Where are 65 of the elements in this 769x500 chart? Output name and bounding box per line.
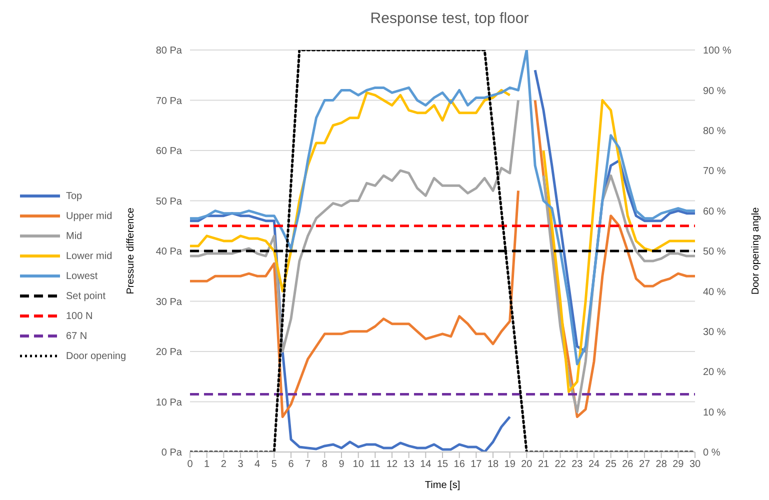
legend-label: Set point [66, 290, 106, 302]
x-tick-label: 25 [605, 459, 617, 470]
x-tick-label: 20 [521, 459, 533, 470]
x-tick-label: 1 [204, 459, 210, 470]
x-tick-label: 29 [672, 459, 684, 470]
chart-title: Response test, top floor [369, 10, 530, 27]
x-tick-label: 16 [454, 459, 466, 470]
x-tick-label: 8 [322, 459, 328, 470]
x-tick-label: 22 [554, 459, 566, 470]
y2-tick-label: 0 % [703, 448, 720, 459]
y2-tick-label: 40 % [703, 286, 726, 298]
legend-label: Upper mid [66, 210, 112, 222]
y-tick-label: 10 Pa [156, 397, 182, 408]
x-tick-label: 10 [352, 459, 364, 470]
y2-tick-label: 90 % [703, 86, 726, 97]
x-tick-label: 23 [572, 459, 584, 470]
line-series [190, 50, 695, 366]
x-tick-label: 11 [370, 459, 381, 470]
x-tick-label: 3 [238, 459, 244, 470]
x-tick-label: 27 [638, 459, 650, 470]
legend-label: Lowest [66, 270, 98, 282]
y-tick-label: 40 Pa [156, 246, 182, 258]
y-tick-label: 70 Pa [156, 96, 182, 107]
y-tick-label: 20 Pa [156, 347, 182, 358]
x-tick-label: 24 [588, 459, 600, 470]
x-tick-label: 7 [305, 459, 312, 470]
x-tick-label: 2 [220, 459, 227, 470]
y2-tick-label: 100 % [703, 46, 732, 57]
x-tick-label: 21 [538, 459, 550, 470]
y-tick-label: 0 Pa [161, 448, 182, 459]
legend-label: Top [66, 190, 82, 202]
y-tick-label: 30 Pa [156, 296, 182, 308]
x-tick-label: 12 [386, 459, 398, 470]
y2-tick-label: 30 % [703, 326, 726, 338]
x-tick-label: 13 [403, 459, 415, 470]
x-tick-label: 17 [470, 459, 482, 470]
x-tick-label: 9 [338, 459, 345, 470]
x-tick-label: 4 [254, 459, 261, 470]
y2-tick-label: 80 % [703, 126, 726, 137]
legend-label: Door opening [66, 350, 126, 362]
x-tick-label: 28 [656, 459, 668, 470]
legend-label: 100 N [66, 310, 93, 322]
y2-tick-label: 50 % [703, 246, 726, 258]
legend-label: Lower mid [66, 250, 112, 262]
x-tick-label: 0 [187, 459, 194, 470]
y-axis-title: Pressure difference [126, 207, 137, 294]
x-tick-label: 14 [420, 459, 432, 470]
y-tick-label: 50 Pa [156, 196, 182, 208]
y2-axis-title: Door opening angle [750, 206, 762, 295]
y2-tick-label: 20 % [703, 367, 726, 378]
y2-tick-label: 10 % [703, 407, 726, 418]
x-tick-label: 18 [487, 459, 499, 470]
legend-label: 67 N [66, 330, 88, 342]
y2-tick-label: 60 % [703, 206, 726, 218]
x-axis-title: Time [s] [424, 480, 460, 491]
x-tick-label: 5 [271, 459, 278, 470]
y-tick-label: 60 Pa [156, 146, 182, 158]
x-tick-label: 26 [622, 459, 634, 470]
y2-tick-label: 70 % [703, 166, 726, 178]
x-tick-label: 15 [436, 459, 448, 470]
x-tick-label: 6 [288, 459, 294, 470]
legend-label: Mid [66, 230, 82, 242]
y-tick-label: 80 Pa [156, 46, 182, 57]
x-tick-label: 19 [504, 459, 516, 470]
x-tick-label: 30 [689, 459, 701, 470]
